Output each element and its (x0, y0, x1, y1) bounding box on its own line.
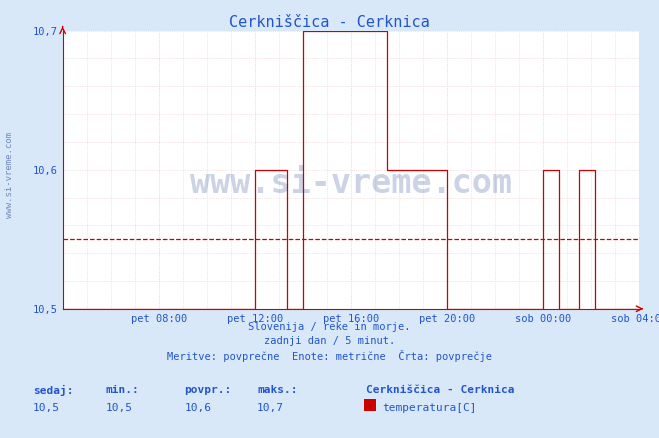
Text: Cerkniščica - Cerknica: Cerkniščica - Cerknica (229, 15, 430, 30)
Text: Cerkniščica - Cerknica: Cerkniščica - Cerknica (366, 385, 514, 396)
Text: www.si-vreme.com: www.si-vreme.com (190, 167, 512, 200)
Text: povpr.:: povpr.: (185, 385, 232, 396)
Text: sedaj:: sedaj: (33, 385, 73, 396)
Text: Slovenija / reke in morje.: Slovenija / reke in morje. (248, 322, 411, 332)
Text: 10,7: 10,7 (257, 403, 284, 413)
Text: Meritve: povprečne  Enote: metrične  Črta: povprečje: Meritve: povprečne Enote: metrične Črta:… (167, 350, 492, 362)
Text: temperatura[C]: temperatura[C] (382, 403, 476, 413)
Text: 10,5: 10,5 (33, 403, 60, 413)
Text: 10,5: 10,5 (105, 403, 132, 413)
Text: 10,6: 10,6 (185, 403, 212, 413)
Text: www.si-vreme.com: www.si-vreme.com (5, 132, 14, 218)
Text: zadnji dan / 5 minut.: zadnji dan / 5 minut. (264, 336, 395, 346)
Text: maks.:: maks.: (257, 385, 297, 396)
Text: min.:: min.: (105, 385, 139, 396)
